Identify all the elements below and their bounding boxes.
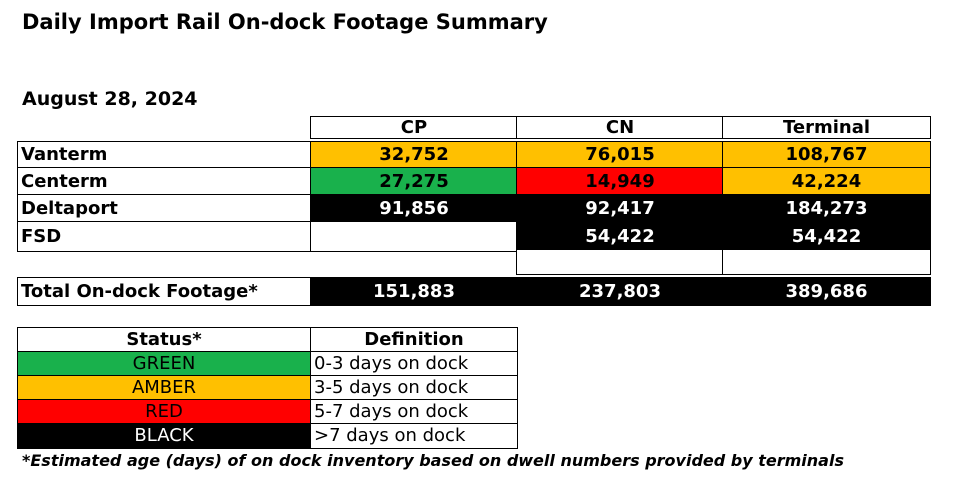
fsd-cn-cell: 54,422 <box>516 221 724 252</box>
legend-definition-black: >7 days on dock <box>310 423 518 449</box>
spacer-cell-cn <box>516 250 724 275</box>
fsd-terminal-cell: 54,422 <box>722 221 931 252</box>
deltaport-cn-cell: 92,417 <box>516 194 724 223</box>
legend-header-definition: Definition <box>310 327 518 352</box>
legend-definition-green: 0-3 days on dock <box>310 351 518 376</box>
column-header-cn: CN <box>516 116 724 139</box>
legend-header-status: Status* <box>17 327 311 352</box>
row-label-fsd: FSD <box>17 221 311 252</box>
vanterm-cp-cell: 32,752 <box>310 141 518 169</box>
centerm-cn-cell: 14,949 <box>516 167 724 196</box>
deltaport-terminal-cell: 184,273 <box>722 194 931 223</box>
total-terminal-cell: 389,686 <box>722 277 931 306</box>
report-date: August 28, 2024 <box>22 88 198 110</box>
deltaport-cp-cell: 91,856 <box>310 194 518 223</box>
column-header-cp: CP <box>310 116 518 139</box>
vanterm-terminal-cell: 108,767 <box>722 141 931 169</box>
legend-definition-red: 5-7 days on dock <box>310 399 518 424</box>
spacer-cell-terminal <box>722 250 931 275</box>
total-cp-cell: 151,883 <box>310 277 518 306</box>
row-label-deltaport: Deltaport <box>17 194 311 223</box>
row-label-vanterm: Vanterm <box>17 141 311 169</box>
row-label-centerm: Centerm <box>17 167 311 196</box>
fsd-cp-cell <box>310 221 518 252</box>
page-title: Daily Import Rail On-dock Footage Summar… <box>22 10 548 34</box>
legend-status-green: GREEN <box>17 351 311 376</box>
centerm-terminal-cell: 42,224 <box>722 167 931 196</box>
legend-status-red: RED <box>17 399 311 424</box>
column-header-terminal: Terminal <box>722 116 931 139</box>
legend-status-black: BLACK <box>17 423 311 449</box>
total-cn-cell: 237,803 <box>516 277 724 306</box>
footnote: *Estimated age (days) of on dock invento… <box>22 451 844 470</box>
vanterm-cn-cell: 76,015 <box>516 141 724 169</box>
row-label-total: Total On-dock Footage* <box>17 277 311 306</box>
centerm-cp-cell: 27,275 <box>310 167 518 196</box>
legend-status-amber: AMBER <box>17 375 311 400</box>
legend-definition-amber: 3-5 days on dock <box>310 375 518 400</box>
